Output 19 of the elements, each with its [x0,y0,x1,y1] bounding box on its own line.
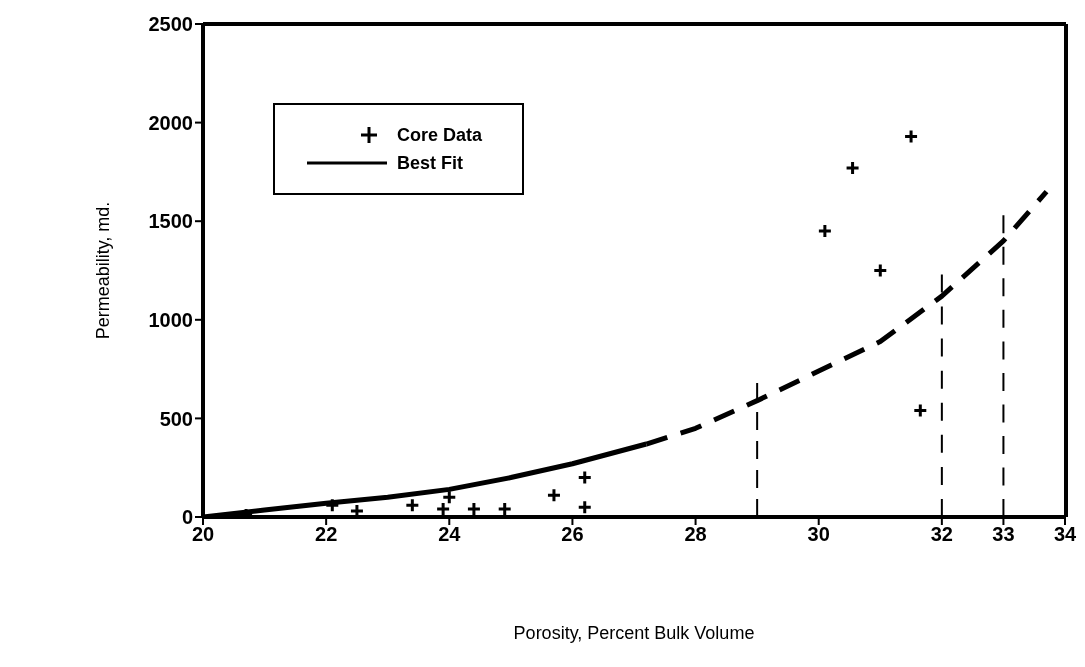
y-tick-label: 1500 [148,210,193,233]
legend-label: Core Data [397,124,483,146]
x-axis-title: Porosity, Percent Bulk Volume [513,623,755,643]
x-tick-label: 20 [191,523,215,546]
legend-label: Best Fit [397,152,464,174]
x-tick-label: 24 [438,523,462,546]
x-tick-label: 32 [930,523,953,546]
y-tick-label: 2500 [148,13,193,36]
y-tick-label: 2000 [148,111,193,134]
x-tick-label: 22 [315,523,338,546]
x-tick-label: 30 [807,523,830,546]
x-tick-label: 34 [1053,523,1077,546]
x-tick-label: 28 [684,523,707,546]
y-tick-label: 0 [181,506,193,529]
y-tick-label: 1000 [148,308,193,331]
y-axis-title: Permeability, md. [93,201,114,340]
x-tick-label: 26 [561,523,584,546]
x-tick-label: 33 [992,523,1015,546]
y-tick-label: 500 [159,407,193,430]
